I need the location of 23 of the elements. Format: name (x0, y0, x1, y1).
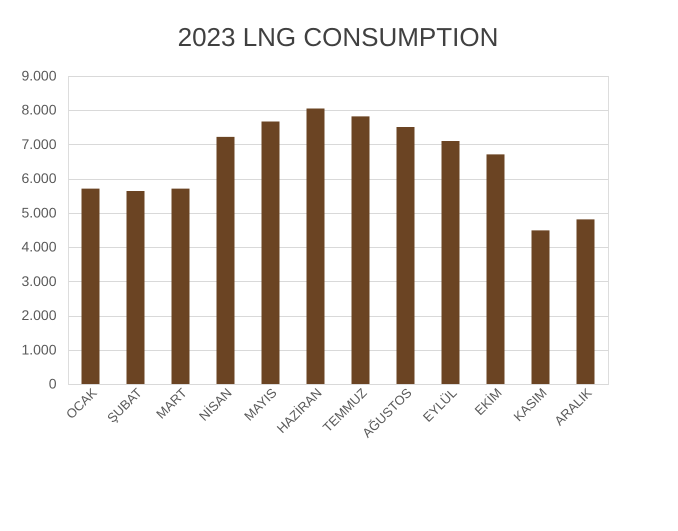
y-tick-label: 3.000 (21, 272, 57, 289)
y-tick-label: 8.000 (21, 102, 57, 118)
bar (216, 136, 234, 384)
y-tick-label: 9.000 (21, 68, 57, 84)
chart-title: 2023 LNG CONSUMPTION (178, 22, 498, 52)
bar (486, 154, 504, 384)
bar (442, 141, 460, 384)
y-tick-label: 0 (48, 376, 57, 392)
y-tick-label: 5.000 (21, 204, 57, 220)
y-tick-label: 4.000 (21, 238, 57, 255)
bar (352, 116, 370, 384)
bar (576, 219, 594, 384)
bar (82, 188, 100, 384)
bar (532, 230, 550, 384)
bar (262, 122, 280, 384)
bar (306, 108, 324, 384)
bar (172, 188, 190, 384)
y-tick-label: 7.000 (21, 136, 57, 152)
y-tick-label: 6.000 (21, 170, 57, 186)
bar (396, 126, 414, 384)
y-tick-label: 1.000 (21, 341, 57, 358)
bar (126, 190, 144, 384)
y-tick-label: 2.000 (21, 307, 57, 324)
